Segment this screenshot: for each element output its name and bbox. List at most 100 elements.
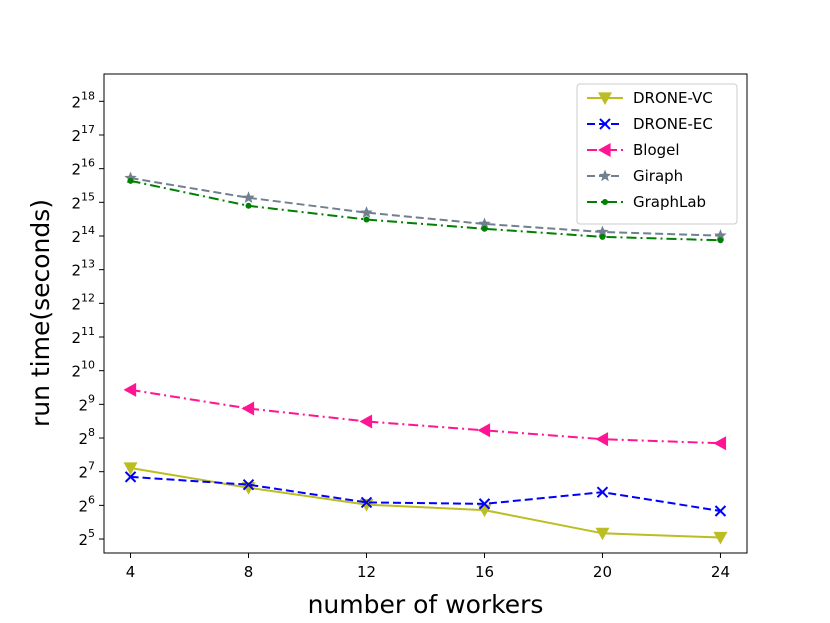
y-tick-exponent: 5	[88, 527, 95, 540]
legend-label: GraphLab	[633, 193, 706, 211]
y-tick-base: 2	[71, 228, 81, 246]
y-tick-exponent: 8	[88, 426, 95, 439]
y-tick-base: 2	[71, 127, 81, 145]
y-tick-base: 2	[78, 531, 88, 549]
y-tick-label: 210	[71, 359, 95, 381]
legend-marker	[598, 169, 612, 182]
data-point	[123, 462, 138, 476]
y-tick-label: 212	[71, 291, 95, 313]
series-line	[130, 467, 721, 539]
y-tick-base: 2	[71, 295, 81, 313]
series-line	[130, 179, 721, 242]
data-point	[478, 498, 491, 510]
data-point	[717, 237, 724, 244]
x-tick-label: 4	[126, 563, 136, 581]
legend-item: DRONE-EC	[587, 115, 713, 133]
data-point	[713, 436, 727, 451]
legend-label: DRONE-VC	[633, 89, 713, 107]
y-tick-exponent: 9	[88, 392, 95, 405]
y-tick-base: 2	[71, 262, 81, 280]
data-point	[360, 206, 373, 218]
legend-marker	[598, 92, 612, 105]
data-point	[241, 401, 255, 416]
data-point	[242, 191, 255, 204]
y-tick-exponent: 13	[81, 258, 95, 271]
series-line	[130, 388, 721, 445]
data-point	[713, 531, 728, 545]
data-point	[481, 225, 488, 232]
data-point	[123, 382, 137, 397]
data-point	[595, 527, 610, 541]
data-point	[242, 478, 255, 491]
y-tick-label: 25	[78, 527, 95, 549]
y-tick-label: 26	[78, 493, 95, 515]
y-tick-label: 27	[78, 460, 95, 482]
series-graphlab	[127, 177, 724, 244]
data-point	[359, 414, 373, 429]
legend-item: DRONE-VC	[587, 89, 713, 107]
series-line	[130, 475, 721, 512]
legend-marker	[599, 118, 611, 130]
series-blogel	[123, 382, 727, 451]
series-line	[130, 177, 721, 237]
series-layer	[123, 171, 728, 545]
data-point	[478, 217, 491, 230]
data-point	[714, 505, 727, 517]
y-tick-base: 2	[78, 497, 88, 515]
data-point	[245, 202, 252, 209]
y-tick-exponent: 16	[81, 157, 95, 170]
y-tick-exponent: 12	[81, 291, 95, 304]
data-point	[599, 233, 606, 240]
y-tick-base: 2	[71, 363, 81, 381]
y-tick-base: 2	[78, 396, 88, 414]
data-point	[124, 171, 137, 184]
x-tick-label: 16	[475, 563, 494, 581]
data-point	[595, 432, 609, 447]
data-point	[714, 229, 727, 241]
data-point	[363, 216, 370, 223]
y-tick-exponent: 11	[81, 325, 95, 338]
data-point	[360, 496, 373, 509]
y-tick-base: 2	[71, 93, 81, 111]
y-tick-label: 211	[71, 325, 95, 347]
y-tick-label: 216	[71, 157, 95, 179]
y-tick-exponent: 10	[81, 359, 95, 372]
series-giraph	[124, 171, 727, 241]
y-tick-base: 2	[71, 161, 81, 179]
legend-item: GraphLab	[587, 193, 706, 211]
legend-label: Giraph	[633, 167, 683, 185]
y-tick-exponent: 6	[88, 493, 95, 506]
x-tick-label: 12	[357, 563, 376, 581]
legend-item: Giraph	[587, 167, 683, 185]
y-tick-base: 2	[71, 194, 81, 212]
y-tick-base: 2	[78, 430, 88, 448]
x-tick-label: 24	[711, 563, 730, 581]
x-axis-label: number of workers	[308, 590, 544, 619]
legend-marker	[602, 199, 608, 205]
y-tick-label: 29	[78, 392, 95, 414]
y-tick-exponent: 7	[88, 460, 95, 473]
series-drone-ec	[124, 471, 727, 517]
legend-marker	[598, 143, 611, 157]
y-tick-label: 215	[71, 190, 95, 212]
data-point	[596, 486, 609, 498]
data-point	[596, 225, 609, 238]
data-point	[127, 177, 134, 184]
legend-item: Blogel	[587, 141, 680, 159]
data-point	[477, 423, 491, 438]
x-tick-label: 20	[593, 563, 612, 581]
y-tick-exponent: 15	[81, 190, 95, 203]
y-tick-label: 217	[71, 123, 95, 145]
y-axis-label: run time(seconds)	[26, 199, 55, 427]
y-tick-label: 214	[71, 224, 95, 246]
legend: DRONE-VC DRONE-EC Blogel Giraph GraphLab	[576, 83, 738, 225]
legend-box	[576, 83, 738, 225]
y-tick-base: 2	[71, 329, 81, 347]
x-tick-label: 8	[244, 563, 254, 581]
x-axis: 4 8 12 16 20 24	[126, 553, 730, 581]
data-point	[124, 471, 137, 483]
y-tick-base: 2	[78, 464, 88, 482]
legend-label: DRONE-EC	[633, 115, 713, 133]
